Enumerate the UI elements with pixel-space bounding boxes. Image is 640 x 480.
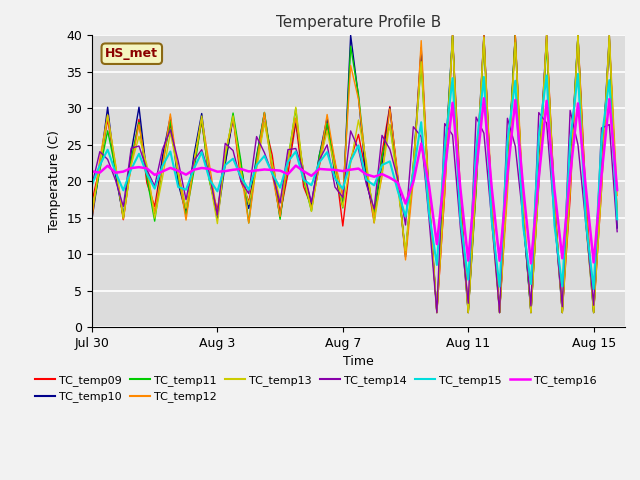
Line: TC_temp14: TC_temp14 [92, 110, 617, 312]
TC_temp16 [480, 96, 488, 101]
TC_temp11 [88, 210, 96, 216]
TC_temp09 [456, 188, 464, 194]
TC_temp10 [456, 214, 464, 219]
Text: HS_met: HS_met [106, 47, 158, 60]
Line: TC_temp16: TC_temp16 [92, 98, 617, 264]
Line: TC_temp10: TC_temp10 [92, 36, 617, 312]
TC_temp09 [449, 33, 456, 38]
TC_temp10 [433, 310, 441, 315]
TC_temp14 [511, 143, 519, 149]
TC_temp11 [519, 212, 527, 218]
TC_temp15 [504, 139, 511, 144]
TC_temp10 [88, 216, 96, 222]
Line: TC_temp11: TC_temp11 [92, 36, 617, 312]
TC_temp13 [566, 186, 574, 192]
TC_temp14 [449, 132, 456, 138]
TC_temp10 [613, 225, 621, 231]
TC_temp16 [511, 97, 519, 103]
TC_temp14 [582, 220, 589, 226]
TC_temp15 [88, 182, 96, 188]
TC_temp13 [582, 220, 589, 226]
TC_temp15 [559, 283, 566, 289]
TC_temp13 [472, 175, 480, 180]
TC_temp14 [574, 142, 582, 148]
TC_temp11 [574, 33, 582, 38]
TC_temp10 [347, 33, 355, 38]
TC_temp12 [519, 198, 527, 204]
TC_temp13 [574, 33, 582, 38]
X-axis label: Time: Time [343, 355, 374, 369]
Y-axis label: Temperature (C): Temperature (C) [48, 130, 61, 232]
Line: TC_temp13: TC_temp13 [92, 36, 617, 312]
TC_temp14 [559, 304, 566, 310]
TC_temp09 [582, 192, 589, 198]
TC_temp09 [574, 33, 582, 38]
TC_temp11 [449, 33, 456, 38]
TC_temp09 [613, 212, 621, 218]
TC_temp15 [574, 71, 582, 77]
TC_temp09 [480, 33, 488, 38]
TC_temp16 [441, 170, 449, 176]
TC_temp12 [582, 200, 589, 205]
TC_temp12 [433, 310, 441, 315]
TC_temp11 [582, 207, 589, 213]
TC_temp15 [465, 277, 472, 283]
TC_temp09 [566, 195, 574, 201]
TC_temp12 [480, 33, 488, 38]
TC_temp12 [88, 216, 96, 221]
TC_temp12 [613, 192, 621, 198]
TC_temp14 [566, 108, 574, 113]
TC_temp16 [566, 173, 574, 179]
TC_temp10 [574, 33, 582, 38]
TC_temp12 [574, 33, 582, 38]
TC_temp11 [433, 310, 441, 315]
TC_temp15 [613, 216, 621, 222]
TC_temp11 [456, 201, 464, 206]
TC_temp14 [472, 114, 480, 120]
TC_temp16 [88, 168, 96, 174]
TC_temp16 [613, 187, 621, 193]
TC_temp13 [613, 211, 621, 216]
TC_temp15 [566, 138, 574, 144]
TC_temp10 [519, 214, 527, 219]
TC_temp12 [449, 33, 456, 38]
TC_temp16 [582, 185, 589, 191]
TC_temp13 [88, 207, 96, 213]
TC_temp11 [613, 216, 621, 222]
Line: TC_temp12: TC_temp12 [92, 36, 617, 312]
TC_temp14 [613, 229, 621, 235]
Line: TC_temp09: TC_temp09 [92, 36, 617, 312]
TC_temp13 [449, 34, 456, 39]
TC_temp16 [465, 258, 472, 264]
TC_temp15 [441, 144, 449, 150]
TC_temp09 [433, 310, 441, 315]
Line: TC_temp15: TC_temp15 [92, 74, 617, 289]
TC_temp13 [433, 310, 441, 315]
TC_temp16 [574, 100, 582, 106]
TC_temp11 [480, 36, 488, 41]
TC_temp10 [582, 216, 589, 222]
TC_temp14 [88, 182, 96, 188]
TC_temp10 [566, 170, 574, 176]
TC_temp11 [566, 174, 574, 180]
TC_temp13 [511, 40, 519, 46]
TC_temp13 [543, 33, 550, 38]
TC_temp09 [519, 207, 527, 213]
Title: Temperature Profile B: Temperature Profile B [276, 15, 441, 30]
TC_temp16 [527, 261, 535, 266]
TC_temp09 [88, 199, 96, 204]
TC_temp15 [550, 222, 558, 228]
TC_temp12 [566, 184, 574, 190]
TC_temp12 [456, 203, 464, 209]
TC_temp10 [480, 33, 488, 38]
Legend: TC_temp09, TC_temp10, TC_temp11, TC_temp12, TC_temp13, TC_temp14, TC_temp15, TC_: TC_temp09, TC_temp10, TC_temp11, TC_temp… [31, 371, 601, 407]
TC_temp14 [433, 310, 441, 315]
TC_temp15 [590, 286, 598, 292]
